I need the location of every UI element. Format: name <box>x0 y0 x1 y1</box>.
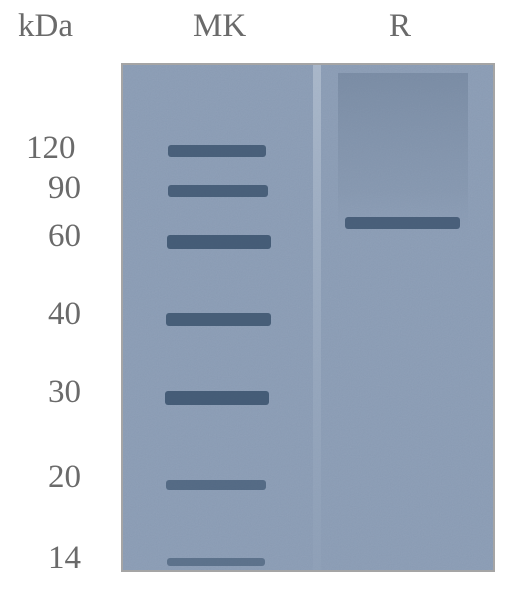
mw-label-30: 30 <box>48 374 81 411</box>
marker-band <box>166 313 271 326</box>
sample-band <box>345 217 460 229</box>
marker-band <box>167 235 271 249</box>
mw-label-14: 14 <box>48 540 81 577</box>
marker-band <box>168 145 266 157</box>
gel-image <box>123 65 493 570</box>
marker-lane-label: MK <box>193 8 246 45</box>
mw-label-20: 20 <box>48 459 81 496</box>
marker-band <box>165 391 269 405</box>
gel-figure-container: kDa MK R 12090 60 40 30 20 14 <box>0 0 511 590</box>
mw-label-40: 40 <box>48 296 81 333</box>
mw-label-60: 60 <box>48 218 81 255</box>
marker-band <box>167 558 265 566</box>
mw-label-90: 90 <box>48 170 81 207</box>
marker-band <box>166 480 266 490</box>
mw-label-120: 120 <box>26 130 76 167</box>
marker-band <box>168 185 268 197</box>
gel-background <box>123 65 493 570</box>
unit-label: kDa <box>18 8 73 45</box>
sample-lane-label: R <box>389 8 411 45</box>
sample-bands-group <box>345 217 460 229</box>
